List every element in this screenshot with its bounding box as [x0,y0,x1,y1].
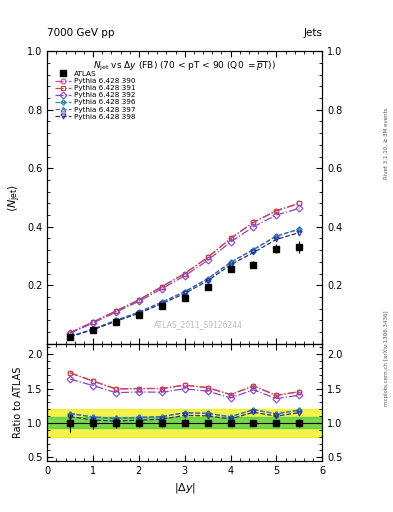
Pythia 6.428 397 [91,326,95,332]
Pythia 6.428 391 [274,207,279,214]
Pythia 6.428 392 [136,298,141,305]
Pythia 6.428 391 [91,319,95,325]
Text: Jets: Jets [303,28,322,38]
Pythia 6.428 398 [136,310,141,316]
Pythia 6.428 392 [68,330,72,336]
Pythia 6.428 390 [114,308,118,314]
Pythia 6.428 391 [182,270,187,276]
Legend: ATLAS, Pythia 6.428 390, Pythia 6.428 391, Pythia 6.428 392, Pythia 6.428 396, P: ATLAS, Pythia 6.428 390, Pythia 6.428 39… [53,70,137,121]
X-axis label: $|\Delta y|$: $|\Delta y|$ [174,481,196,495]
Pythia 6.428 390 [68,330,72,336]
Pythia 6.428 398 [274,236,279,242]
Line: Pythia 6.428 392: Pythia 6.428 392 [68,206,302,336]
Pythia 6.428 398 [114,318,118,324]
Pythia 6.428 398 [91,327,95,333]
Pythia 6.428 392 [91,320,95,326]
Pythia 6.428 392 [251,224,256,230]
Pythia 6.428 396 [160,299,164,305]
Pythia 6.428 396 [228,260,233,266]
Pythia 6.428 392 [297,205,302,211]
Pythia 6.428 390 [297,200,302,206]
Pythia 6.428 392 [114,309,118,315]
Pythia 6.428 396 [251,246,256,252]
Pythia 6.428 397 [251,246,256,252]
Pythia 6.428 397 [136,309,141,315]
Pythia 6.428 391 [228,236,233,242]
Pythia 6.428 390 [228,236,233,242]
Pythia 6.428 396 [274,233,279,239]
Pythia 6.428 392 [160,286,164,292]
Pythia 6.428 397 [114,317,118,324]
Text: $N_{\mathrm{jet}}$ vs $\Delta y$ (FB) (70 < pT < 90 (Q0 $=\overline{p}$T)): $N_{\mathrm{jet}}$ vs $\Delta y$ (FB) (7… [93,60,276,73]
Bar [47,417,322,429]
Pythia 6.428 391 [297,200,302,206]
Pythia 6.428 397 [274,233,279,239]
Pythia 6.428 396 [182,289,187,295]
Pythia 6.428 391 [205,254,210,261]
Text: mcplots.cern.ch [arXiv:1306.3436]: mcplots.cern.ch [arXiv:1306.3436] [384,311,389,406]
Pythia 6.428 397 [205,276,210,282]
Pythia 6.428 397 [160,299,164,305]
Pythia 6.428 398 [205,278,210,284]
Pythia 6.428 396 [136,309,141,315]
Pythia 6.428 398 [68,334,72,340]
Pythia 6.428 397 [297,226,302,232]
Text: ATLAS_2011_S9126244: ATLAS_2011_S9126244 [154,320,243,329]
Pythia 6.428 392 [205,258,210,264]
Pythia 6.428 390 [136,297,141,303]
Pythia 6.428 397 [68,333,72,339]
Pythia 6.428 390 [160,284,164,290]
Pythia 6.428 391 [160,284,164,290]
Pythia 6.428 392 [182,273,187,279]
Pythia 6.428 391 [251,219,256,225]
Text: Rivet 3.1.10, ≥ 3M events: Rivet 3.1.10, ≥ 3M events [384,108,389,179]
Pythia 6.428 396 [114,317,118,324]
Pythia 6.428 391 [68,330,72,336]
Line: Pythia 6.428 398: Pythia 6.428 398 [68,230,302,339]
Pythia 6.428 397 [182,289,187,295]
Pythia 6.428 390 [251,219,256,225]
Pythia 6.428 398 [297,229,302,236]
Pythia 6.428 390 [91,319,95,325]
Line: Pythia 6.428 390: Pythia 6.428 390 [68,201,302,335]
Pythia 6.428 398 [228,262,233,268]
Pythia 6.428 396 [68,333,72,339]
Bar [47,409,322,437]
Line: Pythia 6.428 391: Pythia 6.428 391 [68,201,302,335]
Pythia 6.428 390 [274,207,279,214]
Pythia 6.428 390 [205,254,210,261]
Pythia 6.428 396 [91,326,95,332]
Pythia 6.428 392 [274,212,279,218]
Y-axis label: $\langle N_\mathrm{jet} \rangle$: $\langle N_\mathrm{jet} \rangle$ [6,183,23,211]
Pythia 6.428 396 [297,226,302,232]
Pythia 6.428 390 [182,270,187,276]
Pythia 6.428 391 [114,308,118,314]
Line: Pythia 6.428 396: Pythia 6.428 396 [68,227,302,339]
Pythia 6.428 398 [182,290,187,296]
Pythia 6.428 398 [251,249,256,255]
Pythia 6.428 396 [205,276,210,282]
Pythia 6.428 392 [228,239,233,245]
Text: 7000 GeV pp: 7000 GeV pp [47,28,115,38]
Pythia 6.428 398 [160,301,164,307]
Pythia 6.428 397 [228,260,233,266]
Y-axis label: Ratio to ATLAS: Ratio to ATLAS [13,367,23,438]
Pythia 6.428 391 [136,297,141,303]
Line: Pythia 6.428 397: Pythia 6.428 397 [68,227,302,339]
